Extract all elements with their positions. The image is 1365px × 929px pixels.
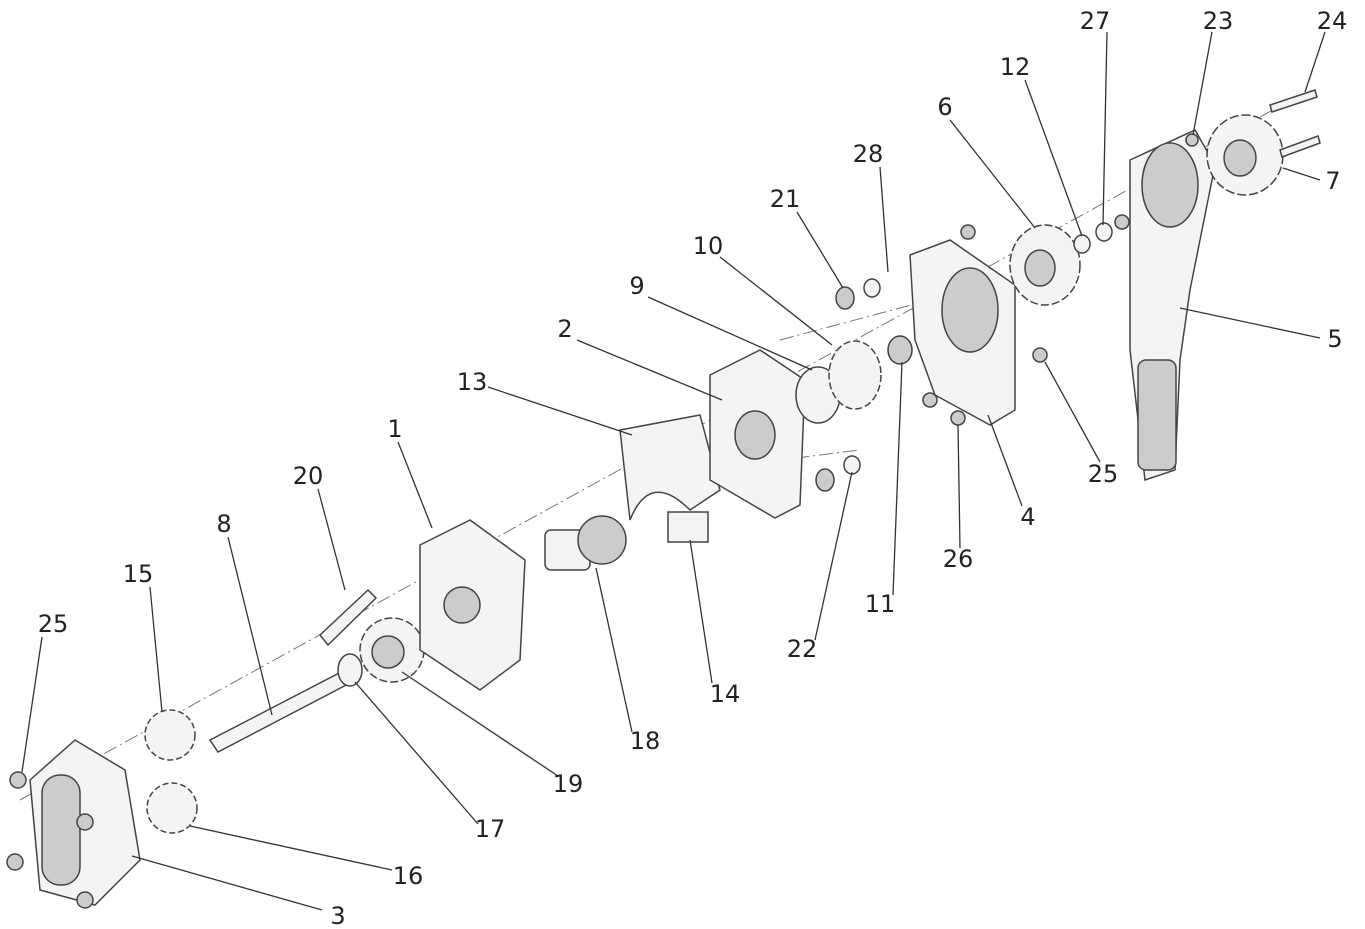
leader-line [131,855,323,911]
spring [815,468,835,492]
callout-label: 8 [216,510,231,538]
callout-label: 10 [693,232,724,260]
callout-label: 26 [943,545,974,573]
spring [887,335,913,365]
washer [337,653,363,687]
leader-line [1282,167,1321,181]
leader-line [401,671,559,777]
leader-line [719,256,833,346]
housing-bore [941,267,999,353]
leader-line [1102,31,1108,226]
callout-label: 21 [770,185,801,213]
leader-line [595,567,633,733]
callout-label: 22 [787,635,818,663]
callout-label: 13 [457,368,488,396]
callout-label: 6 [937,93,952,121]
gear-hub [371,635,405,669]
leader-line [354,681,479,825]
ratchet [828,340,882,410]
callout-label: 2 [557,315,572,343]
pawl [863,278,881,298]
pawl [843,455,861,475]
nut [1114,214,1130,230]
leader-line [189,825,393,871]
pin [318,588,378,647]
callout-label: 15 [123,560,154,588]
nut [6,853,24,871]
leader-line [1179,307,1321,339]
callout-label: 3 [330,902,345,929]
callout-label: 23 [1203,7,1234,35]
nut [922,392,938,408]
bore [443,586,481,624]
bushing [1073,234,1091,254]
leader-line [987,414,1023,507]
callout-label: 18 [630,727,661,755]
leader-line [1024,79,1083,237]
leader-line [957,424,961,549]
spring [835,286,855,310]
washer [1095,222,1113,242]
grip [1137,359,1177,471]
leader-line [796,211,844,289]
nut [960,224,976,240]
handle-eye [1141,142,1199,228]
gear [146,782,198,834]
parts [6,89,1321,909]
bolt [1269,89,1321,158]
leader-line [149,586,163,713]
callout-label: 5 [1327,325,1342,353]
leader-line [227,536,273,716]
shaft [208,669,354,753]
callout-label: 27 [1080,7,1111,35]
leader-line [397,441,433,529]
callout-label: 12 [1000,53,1031,81]
gear [144,709,196,761]
leader-line [576,339,723,401]
leader-line [21,636,43,773]
nut [76,813,94,831]
leader-line [1192,31,1213,136]
leader-line [949,119,1036,229]
leader-line [814,471,853,641]
leader-line [689,539,713,684]
callout-label: 24 [1317,7,1348,35]
rotor-head [577,515,627,565]
callout-label: 9 [629,272,644,300]
callout-label: 28 [853,140,884,168]
leader-line [487,386,633,436]
nut [76,891,94,909]
callout-label: 17 [475,815,506,843]
callout-label: 19 [553,770,584,798]
block [667,511,709,543]
leader-line [1044,361,1101,463]
nut [1185,133,1199,147]
callout-label: 14 [710,680,741,708]
leader-line [892,361,903,596]
leader-line [1304,31,1326,93]
hub-bore [1024,249,1056,287]
callout-label: 25 [1088,460,1119,488]
cam [619,414,721,521]
callout-label: 1 [387,415,402,443]
bore [734,410,776,460]
knob-bore [1223,139,1257,177]
leader-line [647,296,813,371]
leader-line [879,166,889,273]
leader-line [317,488,346,591]
callout-label: 25 [38,610,69,638]
nut [1032,347,1048,363]
cover-slot [41,774,81,886]
callout-label: 20 [293,462,324,490]
callout-label: 16 [393,862,424,890]
nut [950,410,966,426]
callout-label: 7 [1325,167,1340,195]
callout-label: 11 [865,590,896,618]
callout-label: 4 [1020,503,1035,531]
nut [9,771,27,789]
